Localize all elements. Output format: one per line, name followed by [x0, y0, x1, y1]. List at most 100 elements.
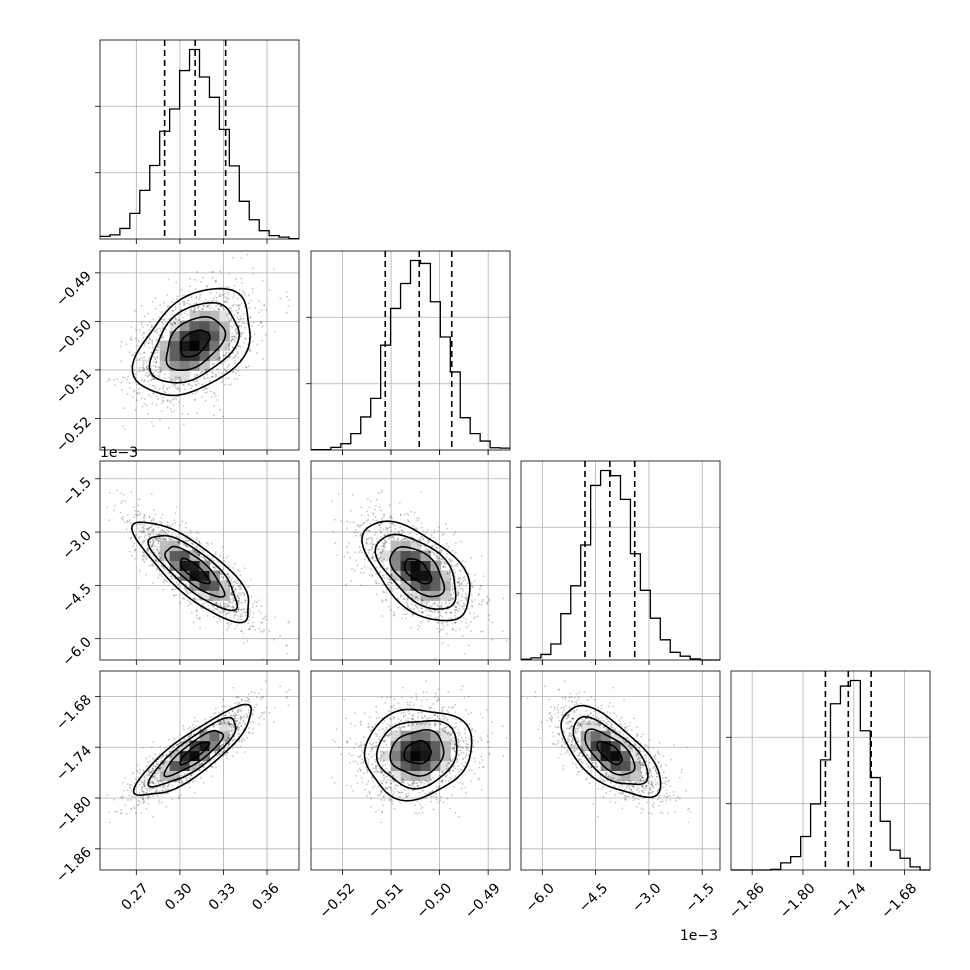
scatter-point [149, 540, 151, 543]
scatter-point [377, 492, 380, 495]
scatter-point [348, 542, 350, 544]
scatter-point [480, 603, 483, 606]
scatter-point [244, 366, 247, 369]
scatter-point [136, 771, 139, 773]
scatter-point [142, 790, 145, 793]
scatter-point [201, 307, 204, 310]
scatter-point [362, 760, 365, 763]
scatter-point [650, 812, 653, 815]
scatter-point [126, 393, 129, 396]
scatter-point [395, 730, 398, 733]
scatter-point [564, 743, 567, 745]
scatter-point [160, 329, 162, 332]
scatter-point [244, 614, 247, 616]
scatter-point [402, 725, 405, 728]
scatter-point [212, 372, 214, 374]
scatter-point [602, 719, 605, 722]
scatter-point [148, 755, 151, 758]
scatter-point [175, 506, 178, 509]
scatter-point [630, 789, 633, 792]
scatter-point [363, 712, 366, 715]
scatter-point [371, 540, 373, 543]
scatter-point [372, 742, 375, 745]
scatter-point [178, 582, 181, 585]
scatter-point [573, 703, 576, 706]
scatter-point [163, 761, 166, 764]
scatter-point [152, 782, 155, 785]
scatter-point [146, 791, 148, 794]
scatter-point [140, 530, 143, 532]
scatter-point [558, 733, 560, 735]
scatter-point [427, 717, 430, 720]
scatter-point [197, 306, 200, 309]
scatter-point [366, 769, 369, 771]
scatter-point [440, 780, 442, 783]
scatter-point [243, 594, 246, 597]
scatter-point [467, 754, 470, 757]
scatter-point [235, 610, 238, 613]
scatter-point [384, 764, 386, 766]
scatter-point [164, 538, 167, 541]
scatter-point [467, 713, 470, 715]
density-cell [390, 540, 402, 552]
scatter-point [642, 786, 645, 789]
scatter-point [179, 308, 182, 311]
scatter-point [136, 344, 139, 347]
scatter-point [631, 791, 634, 794]
scatter-point [142, 337, 145, 339]
scatter-point [375, 519, 378, 522]
scatter-point [584, 717, 587, 720]
scatter-point [409, 704, 411, 707]
scatter-point [200, 607, 203, 610]
scatter-point [440, 771, 443, 774]
scatter-point [462, 685, 464, 688]
density-cell [430, 580, 441, 591]
scatter-point [163, 566, 165, 569]
scatter-point [642, 764, 645, 767]
scatter-point [165, 788, 168, 791]
scatter-point [238, 599, 241, 602]
scatter-point [454, 767, 457, 770]
scatter-point [261, 712, 264, 715]
scatter-point [454, 576, 456, 578]
scatter-point [459, 749, 462, 752]
scatter-point [162, 301, 165, 304]
scatter-point [394, 787, 397, 790]
density-cell [410, 550, 421, 561]
scatter-point [152, 764, 155, 766]
scatter-point [456, 565, 458, 568]
scatter-point [382, 796, 385, 798]
scatter-point [570, 725, 573, 728]
scatter-point [457, 591, 460, 594]
scatter-point [218, 753, 221, 755]
contour-line [361, 520, 471, 622]
scatter-point [215, 291, 218, 294]
scatter-point [441, 615, 444, 618]
scatter-point [403, 598, 405, 600]
scatter-point [168, 376, 171, 379]
scatter-point [369, 806, 372, 808]
scatter-point [573, 749, 576, 752]
scatter-point [383, 740, 386, 742]
scatter-point [417, 628, 420, 631]
histogram-step-line [521, 469, 720, 661]
scatter-point [239, 716, 242, 719]
scatter-point [571, 734, 574, 737]
scatter-point [459, 720, 462, 723]
scatter-point [134, 549, 136, 552]
scatter-point [370, 746, 373, 749]
scatter-point [177, 540, 180, 543]
scatter-point [471, 727, 474, 730]
scatter-point [415, 723, 418, 725]
scatter-point [590, 696, 593, 699]
scatter-point [261, 695, 264, 698]
scatter-point [236, 312, 239, 315]
scatter-point [437, 557, 439, 560]
scatter-point [661, 812, 664, 815]
scatter-point [427, 609, 430, 611]
scatter-point [215, 608, 218, 610]
scatter-point [155, 521, 158, 524]
scatter-point [401, 538, 404, 541]
scatter-point [446, 709, 449, 712]
scatter-point [207, 599, 210, 601]
